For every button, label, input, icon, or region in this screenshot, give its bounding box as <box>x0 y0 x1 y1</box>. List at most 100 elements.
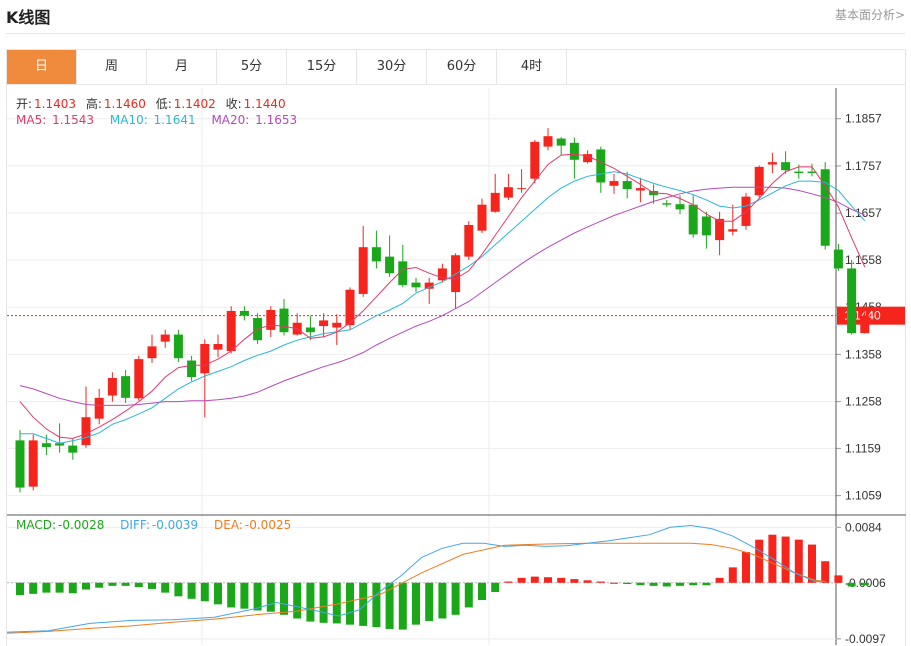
tab-5min[interactable]: 5分 <box>217 50 287 84</box>
candle-body <box>213 344 223 350</box>
macd-bar <box>29 582 38 594</box>
macd-bar <box>557 577 566 583</box>
open-label: 开: <box>16 97 33 111</box>
macd-bar <box>821 561 830 583</box>
candle-body <box>424 282 434 289</box>
candle-body <box>15 440 25 488</box>
macd-bar <box>636 582 645 586</box>
macd-bar <box>781 536 790 583</box>
candle-body <box>477 204 487 231</box>
macd-bar <box>346 582 354 625</box>
diff-line <box>6 524 826 633</box>
macd-bar <box>742 551 750 583</box>
macd-bar <box>121 582 130 586</box>
candle-body <box>569 142 579 160</box>
dea-label: DEA: <box>214 518 243 532</box>
macd-bar <box>214 582 222 605</box>
macd-tick-label: -0.0097 <box>845 632 886 646</box>
macd-bar <box>398 582 407 630</box>
macd-bar <box>834 575 843 583</box>
macd-bar <box>227 582 236 608</box>
macd-bar <box>544 577 552 583</box>
macd-bar <box>55 582 64 593</box>
candle-body <box>767 162 777 165</box>
candle-body <box>371 247 381 262</box>
tab-month[interactable]: 月 <box>147 50 217 84</box>
macd-bar <box>412 582 420 625</box>
candle-body <box>266 310 276 330</box>
macd-bar <box>359 582 368 626</box>
open-value: 1.1403 <box>34 97 77 111</box>
candle-body <box>517 188 527 190</box>
close-label: 收: <box>225 97 242 111</box>
macd-bar <box>266 582 275 612</box>
macd-tick-label: 0.0084 <box>845 520 882 534</box>
candle-body <box>754 166 764 196</box>
price-tick-label: 1.1258 <box>845 395 882 409</box>
tab-15min[interactable]: 15分 <box>287 50 357 84</box>
candle-body <box>820 169 830 246</box>
price-tick-label: 1.1159 <box>845 441 881 455</box>
candle-body <box>345 289 355 326</box>
macd-bar <box>491 582 500 593</box>
macd-bar <box>504 581 513 583</box>
macd-bar <box>755 539 764 583</box>
tab-4hour[interactable]: 4时 <box>497 50 567 84</box>
tab-60min[interactable]: 60分 <box>427 50 497 84</box>
candle-body <box>596 149 606 183</box>
candle-body <box>200 344 210 374</box>
high-value: 1.1460 <box>103 97 146 111</box>
candle-body <box>662 203 672 205</box>
candle-body <box>715 218 725 241</box>
candle-body <box>860 315 870 334</box>
macd-bar <box>280 582 288 615</box>
dea-line <box>6 542 826 634</box>
candle-body <box>781 162 791 171</box>
fundamental-analysis-link[interactable]: 基本面分析> <box>834 8 905 22</box>
macd-label: MACD: <box>16 518 57 532</box>
candle-body <box>437 268 447 281</box>
candle-body <box>55 443 65 446</box>
macd-bar <box>148 582 156 589</box>
candle-body <box>398 261 408 285</box>
low-value: 1.1402 <box>173 97 216 111</box>
macd-bar <box>530 576 539 583</box>
macd-bar <box>332 582 341 624</box>
macd-bar <box>42 582 51 593</box>
ma5-label: MA5: <box>16 113 47 127</box>
candle-body <box>94 397 104 419</box>
tab-week[interactable]: 周 <box>77 50 147 84</box>
macd-bar <box>240 582 249 609</box>
candle-body <box>41 443 51 447</box>
tab-day[interactable]: 日 <box>7 50 77 84</box>
macd-bar <box>728 567 737 583</box>
macd-bar <box>385 582 394 629</box>
candle-body <box>411 282 421 288</box>
candle-body <box>543 136 553 147</box>
candle-body <box>464 224 474 257</box>
macd-value: -0.0028 <box>58 518 105 532</box>
candle-body <box>173 334 183 359</box>
candle-body <box>583 154 593 163</box>
macd-bar <box>847 582 856 587</box>
candle-body <box>134 359 144 399</box>
price-tick-label: 1.1059 <box>845 489 882 503</box>
header-divider <box>6 33 905 34</box>
low-label: 低: <box>155 97 172 111</box>
candle-body <box>609 181 619 186</box>
macd-bar <box>596 581 605 583</box>
candle-body <box>794 171 804 174</box>
macd-bar <box>108 582 117 586</box>
price-tick-label: 1.1857 <box>845 112 882 126</box>
period-tabs: 日 周 月 5分 15分 30分 60分 4时 <box>6 49 906 85</box>
tab-30min[interactable]: 30分 <box>357 50 427 84</box>
ohlc-info: 开: 1.1403 高: 1.1460 低: 1.1402 收: 1.1440 <box>16 95 288 112</box>
candle-body <box>28 440 38 487</box>
ma20-line <box>19 186 865 406</box>
page-title: K线图 <box>6 8 51 27</box>
macd-bar <box>808 544 816 583</box>
macd-bar <box>623 582 632 585</box>
macd-bar <box>451 582 460 615</box>
candle-body <box>121 376 131 398</box>
